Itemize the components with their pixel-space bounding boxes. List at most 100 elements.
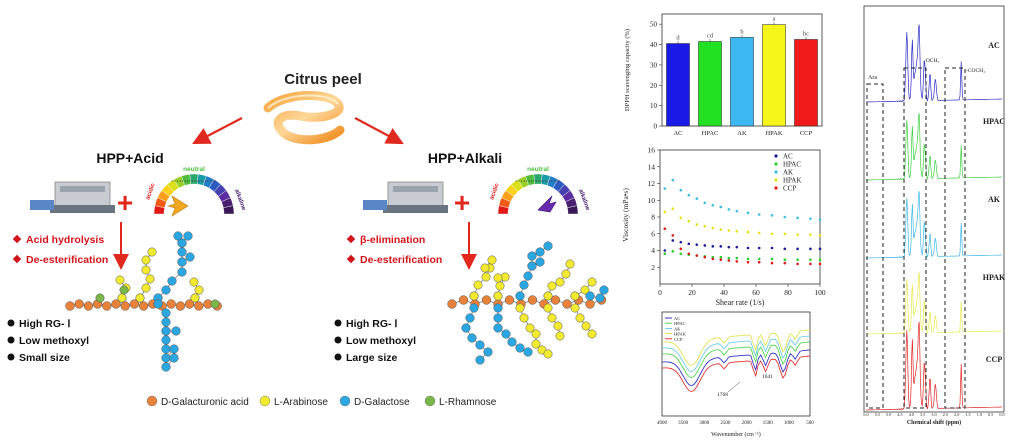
scatter-point-ac <box>711 245 715 248</box>
bar-chart-ylabel: DPPH scavenging capacity (%) <box>624 29 631 111</box>
sugar-residue <box>447 299 457 309</box>
sugar-residue <box>562 299 572 309</box>
scatter-point-hpak <box>695 223 699 226</box>
legend-label: D-Galacturonic acid <box>161 397 249 408</box>
scatter-point-ccp <box>687 252 691 256</box>
nmr-xtick-label: 6.0 <box>863 412 868 417</box>
sugar-residue <box>515 291 525 301</box>
sugar-residue <box>177 247 187 257</box>
sugar-residue <box>547 313 557 323</box>
bar-category-label: HPAC <box>702 130 719 137</box>
sugar-residue <box>469 303 479 313</box>
sugar-residue <box>120 301 130 311</box>
scatter-point-ccp <box>679 247 683 251</box>
sugar-residue <box>467 333 477 343</box>
sugar-residue <box>465 313 475 323</box>
scatter-xtick-label: 0 <box>658 288 662 297</box>
sugar-residue <box>175 301 186 311</box>
ftir-line-ccp <box>661 355 811 393</box>
sugar-residue <box>166 299 176 309</box>
sugar-residue <box>527 251 537 261</box>
scatter-point-ccp <box>809 262 812 266</box>
bar-significance-letter: bc <box>803 30 809 37</box>
nmr-xtick-label: 1.0 <box>977 412 982 417</box>
nmr-spectrum-ak <box>866 191 1002 259</box>
hpp-machine-left <box>30 181 115 213</box>
ftir-xtick-label: 3500 <box>678 421 689 426</box>
sugar-residue <box>153 299 163 309</box>
scatter-point-hpac <box>671 250 675 253</box>
sugar-residue <box>585 299 595 309</box>
scatter-point-ak <box>727 208 731 211</box>
sugar-residue <box>169 344 179 354</box>
sugar-residue <box>111 299 121 309</box>
bar-ytick-label: 10 <box>650 102 658 110</box>
ftir-xtick-label: 1000 <box>784 421 795 426</box>
bar-significance-letter: b <box>740 28 743 35</box>
sugar-residue <box>493 273 503 283</box>
nmr-annotation: Ara <box>868 75 877 81</box>
sugar-residue <box>135 293 145 303</box>
legend-label: HPAC <box>783 161 801 169</box>
scatter-xtick-label: 80 <box>784 288 792 297</box>
nmr-sample-label: HPAC <box>983 117 1005 126</box>
sugar-residue <box>553 321 563 331</box>
sugar-residue <box>575 313 585 323</box>
scatter-point-hpak <box>783 232 787 236</box>
sugar-residue <box>210 299 220 309</box>
legend-swatch <box>259 395 271 407</box>
nmr-xtick-label: 3.5 <box>920 412 925 417</box>
scatter-point-hpak <box>719 228 723 231</box>
sugar-residue <box>547 281 557 291</box>
step-label: De-esterification <box>360 254 442 266</box>
scatter-point-ac <box>727 245 731 249</box>
sugar-residue <box>543 349 553 359</box>
sugar-residue <box>161 285 171 295</box>
bar-significance-letter: a <box>773 16 776 23</box>
ftir-line-hpac <box>661 341 811 379</box>
nmr-xtick-label: 4.0 <box>909 412 914 417</box>
property-list-right: High RG- Ⅰ Low methoxyl Large size <box>334 318 416 364</box>
legend-swatch <box>424 395 436 407</box>
scatter-xtick-label: 20 <box>688 288 696 297</box>
sugar-residue <box>519 280 529 290</box>
scatter-point-ak <box>757 213 761 216</box>
property-label: High RG- Ⅰ <box>19 318 71 330</box>
bar-ytick-label: 50 <box>650 21 658 29</box>
scatter-point-ccp <box>757 260 761 264</box>
property-label: Small size <box>19 352 70 364</box>
bar-category-label: HPAK <box>765 130 782 137</box>
legend-swatch <box>339 395 351 407</box>
nmr-spectrum-ac <box>866 24 1002 103</box>
scatter-point-ak <box>679 188 683 192</box>
nmr-xtick-label: 0.0 <box>999 412 1004 417</box>
sugar-residue <box>473 280 483 290</box>
gauge-segment <box>223 205 235 215</box>
scatter-ylabel: Viscosity (mPa•s) <box>621 188 630 242</box>
sugar-residue <box>570 291 580 301</box>
property-label: High RG- Ⅰ <box>346 318 398 330</box>
legend-label: AC <box>783 153 793 161</box>
legend-marker <box>774 162 778 166</box>
scatter-point-ac <box>809 247 812 251</box>
scatter-point-hpak <box>687 219 691 223</box>
gauge-segment <box>567 205 579 215</box>
scatter-point-hpac <box>809 258 812 262</box>
scatter-xtick-label: 60 <box>752 288 760 297</box>
scatter-point-ccp <box>796 262 799 266</box>
bar-significance-letter: d <box>676 35 680 42</box>
scatter-point-hpak <box>770 232 774 236</box>
sugar-residue <box>194 285 204 295</box>
sugar-residue <box>458 295 469 305</box>
sugar-residue <box>138 301 149 311</box>
ftir-line-ak <box>661 335 811 373</box>
gauge-neutral-label: neutral <box>183 166 205 173</box>
sugar-residue <box>565 259 575 269</box>
property-list-left: High RG- Ⅰ Low methoxyl Small size <box>7 318 89 364</box>
sugar-residue <box>169 353 179 363</box>
sugar-residue <box>581 321 591 331</box>
ftir-annotation: 1768 <box>717 392 728 398</box>
sugar-residue <box>161 362 171 372</box>
ftir-xtick-label: 1500 <box>763 421 774 426</box>
dpph-bar-chart: DPPH scavenging capacity (%) 0 10 20 30 40 50… <box>624 13 823 137</box>
